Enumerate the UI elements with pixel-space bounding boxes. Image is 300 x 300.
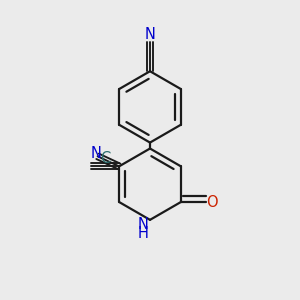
Text: H: H	[137, 226, 148, 241]
Text: N: N	[145, 28, 155, 43]
Text: C: C	[100, 151, 110, 166]
Text: N: N	[91, 146, 102, 160]
Text: O: O	[206, 194, 218, 209]
Text: N: N	[137, 217, 148, 232]
